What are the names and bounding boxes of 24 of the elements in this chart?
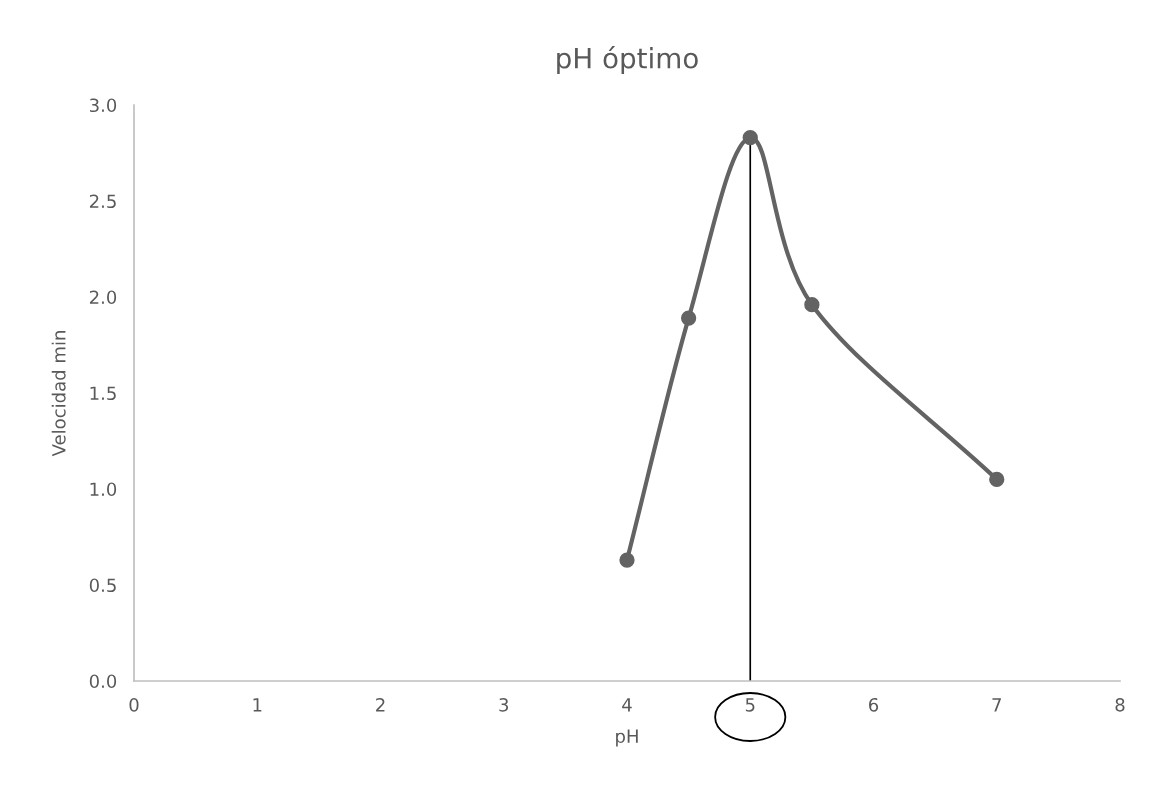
x-tick-label: 2: [376, 697, 385, 712]
point: [989, 471, 1005, 488]
x-tick-label: 5: [745, 698, 755, 712]
y-axis-title: Velocidad min: [51, 331, 66, 457]
point: [619, 552, 635, 568]
x-tick-label: 4: [622, 698, 632, 712]
chart-title: pH óptimo: [557, 46, 698, 74]
y-tick-label: 2.0: [89, 290, 117, 305]
point: [742, 130, 758, 146]
x-tick-label: 0: [129, 697, 139, 712]
y-tick-label: 3.0: [90, 98, 117, 113]
y-tick-label: 0.0: [89, 674, 117, 689]
x-tick-label: 1: [253, 698, 262, 712]
point: [804, 297, 820, 313]
x-axis-title: pH: [616, 729, 638, 747]
y-tick-label: 1.0: [90, 482, 117, 497]
y-tick-label: 1.5: [90, 386, 116, 401]
x-tick-label: 8: [1115, 697, 1125, 712]
y-tick-label: 0.5: [89, 578, 116, 593]
x-tick-label: 6: [869, 697, 879, 712]
y-tick-label: 2.5: [89, 194, 116, 209]
point: [680, 310, 697, 326]
x-tick-label: 3: [499, 697, 509, 712]
x-tick-label: 7: [992, 698, 1001, 712]
